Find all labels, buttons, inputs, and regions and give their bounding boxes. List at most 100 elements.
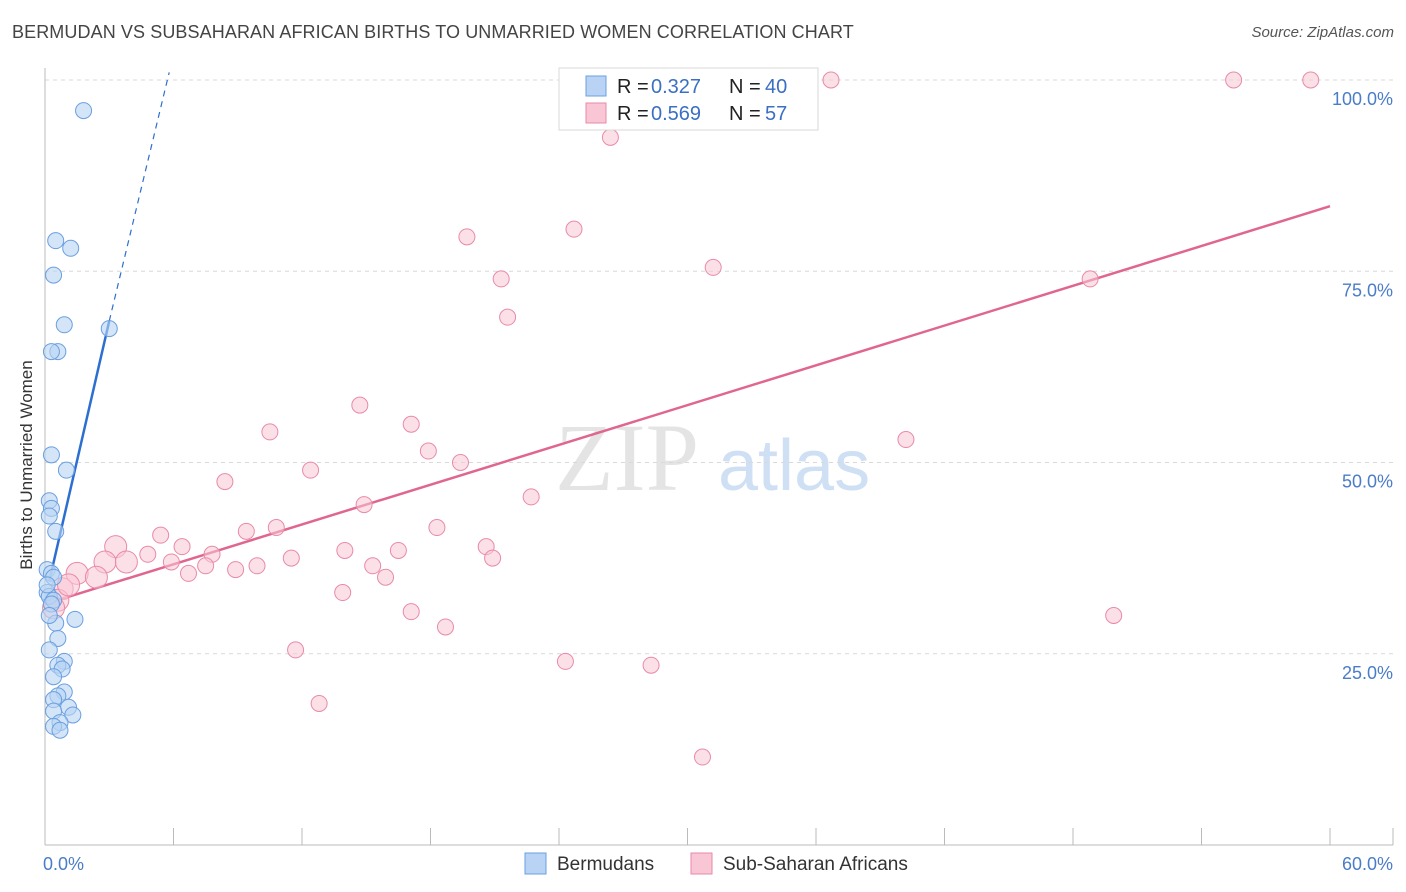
sub-saharan-point-10 [351, 396, 369, 414]
bermudan-point-23 [49, 629, 67, 647]
sub-saharan-point-4 [565, 220, 583, 238]
watermark-zip: ZIP [555, 404, 699, 511]
sub-saharan-point-20 [267, 519, 285, 537]
sub-saharan-point-12 [261, 423, 279, 441]
sub-saharan-point-49 [1105, 607, 1123, 624]
chart-title: BERMUDAN VS SUBSAHARAN AFRICAN BIRTHS TO… [12, 22, 854, 42]
legend-r-value-1: 0.327 [651, 76, 701, 98]
sub-saharan-point-37 [248, 557, 266, 575]
bermudan-trend-extension [108, 72, 170, 322]
sub-saharan-trend-line [44, 205, 1331, 606]
sub-saharan-point-8 [1081, 270, 1099, 288]
bermudan-point-9 [57, 461, 75, 479]
bermudan-point-21 [66, 610, 84, 628]
sub-saharan-point-23 [152, 526, 170, 544]
tick-labels: 25.0% 50.0% 75.0% 100.0% 0.0% 60.0% [43, 89, 1393, 874]
bermudan-point-38 [40, 607, 58, 624]
legend-r-value-2: 0.569 [651, 103, 701, 125]
bermudan-point-1 [47, 232, 65, 250]
bottom-legend-swatch-bermudans [524, 852, 547, 875]
sub-saharan-point-34 [114, 550, 138, 574]
legend-n-label-2: N = [729, 103, 761, 125]
sub-saharan-point-50 [287, 641, 305, 659]
bermudan-point-28 [45, 668, 63, 686]
sub-saharan-point-14 [419, 442, 437, 460]
y-tick-label-0: 25.0% [1342, 663, 1393, 683]
sub-saharan-point-27 [389, 541, 407, 559]
sub-saharan-point-47 [402, 603, 420, 621]
sub-saharan-point-53 [310, 694, 328, 712]
sub-saharan-point-2 [1302, 71, 1320, 89]
sub-saharan-point-9 [499, 308, 517, 326]
sub-saharan-point-17 [216, 473, 234, 491]
sub-saharan-point-43 [377, 568, 395, 586]
bermudan-point-3 [45, 266, 63, 284]
sub-saharan-point-48 [436, 618, 454, 636]
correlation-legend: R = 0.327 N = 40 R = 0.569 N = 57 [558, 67, 819, 131]
y-tick-label-1: 50.0% [1342, 472, 1393, 492]
sub-saharan-point-0 [822, 71, 840, 89]
legend-n-value-1: 40 [765, 76, 787, 98]
sub-saharan-point-35 [162, 553, 180, 571]
trend-lines [44, 72, 1331, 606]
sub-saharan-point-56 [57, 573, 81, 597]
series-legend: Bermudans Sub-Saharan Africans [524, 852, 908, 875]
sub-saharan-point-22 [237, 522, 255, 540]
sub-saharan-point-39 [364, 557, 382, 575]
sub-saharan-point-36 [197, 557, 215, 575]
legend-n-label-1: N = [729, 76, 761, 98]
y-axis-title: Births to Unmarried Women [17, 360, 36, 569]
y-tick-label-3: 100.0% [1332, 89, 1393, 109]
legend-swatch-bermudans [585, 75, 607, 97]
bermudan-point-12 [40, 507, 58, 525]
y-tick-label-2: 75.0% [1342, 280, 1393, 300]
bermudan-points [38, 102, 118, 739]
grid-lines [45, 79, 1393, 655]
sub-saharan-point-32 [484, 549, 502, 567]
sub-saharan-point-16 [302, 461, 320, 479]
sub-saharan-point-42 [84, 565, 108, 589]
sub-saharan-point-6 [704, 258, 722, 276]
sub-saharan-point-5 [458, 228, 476, 246]
bermudan-point-4 [55, 316, 73, 334]
sub-saharan-point-31 [282, 549, 300, 567]
sub-saharan-point-45 [334, 584, 352, 602]
sub-saharan-point-11 [402, 415, 420, 433]
sub-saharan-point-41 [179, 564, 197, 582]
bermudan-point-5 [100, 320, 118, 338]
bermudan-point-37 [51, 721, 69, 739]
bermudan-point-7 [42, 343, 60, 361]
sub-saharan-point-28 [336, 541, 354, 559]
watermark-atlas: atlas [718, 426, 870, 506]
sub-saharan-point-24 [173, 538, 191, 556]
legend-r-label-2: R = [617, 103, 649, 125]
sub-saharan-point-18 [522, 488, 540, 506]
sub-saharan-point-19 [355, 496, 373, 514]
sub-saharan-point-54 [693, 748, 711, 766]
x-tick-label-end: 60.0% [1342, 854, 1393, 874]
bermudan-point-24 [40, 641, 58, 659]
sub-saharan-point-51 [556, 652, 574, 670]
legend-r-label-1: R = [617, 76, 649, 98]
sub-saharan-point-13 [897, 431, 915, 449]
sub-saharan-point-40 [227, 561, 245, 579]
legend-swatch-sub-saharan [585, 102, 607, 124]
x-tick-label-start: 0.0% [43, 854, 84, 874]
sub-saharan-point-15 [451, 454, 469, 471]
sub-saharan-point-1 [1225, 71, 1243, 89]
bermudan-point-39 [38, 576, 56, 594]
bermudan-point-0 [75, 102, 93, 120]
sub-saharan-point-52 [642, 656, 660, 674]
source-credit: Source: ZipAtlas.com [1251, 24, 1394, 41]
sub-saharan-point-21 [428, 519, 446, 537]
sub-saharan-point-3 [601, 128, 619, 146]
bermudan-point-34 [64, 706, 82, 724]
bottom-legend-bermudans: Bermudans [557, 854, 654, 875]
sub-saharan-point-7 [492, 270, 510, 288]
legend-n-value-2: 57 [765, 103, 787, 125]
bottom-legend-sub-saharan: Sub-Saharan Africans [723, 854, 908, 875]
sub-saharan-point-29 [139, 545, 157, 563]
bottom-legend-swatch-sub-saharan [690, 852, 713, 875]
bermudan-point-13 [47, 522, 65, 540]
